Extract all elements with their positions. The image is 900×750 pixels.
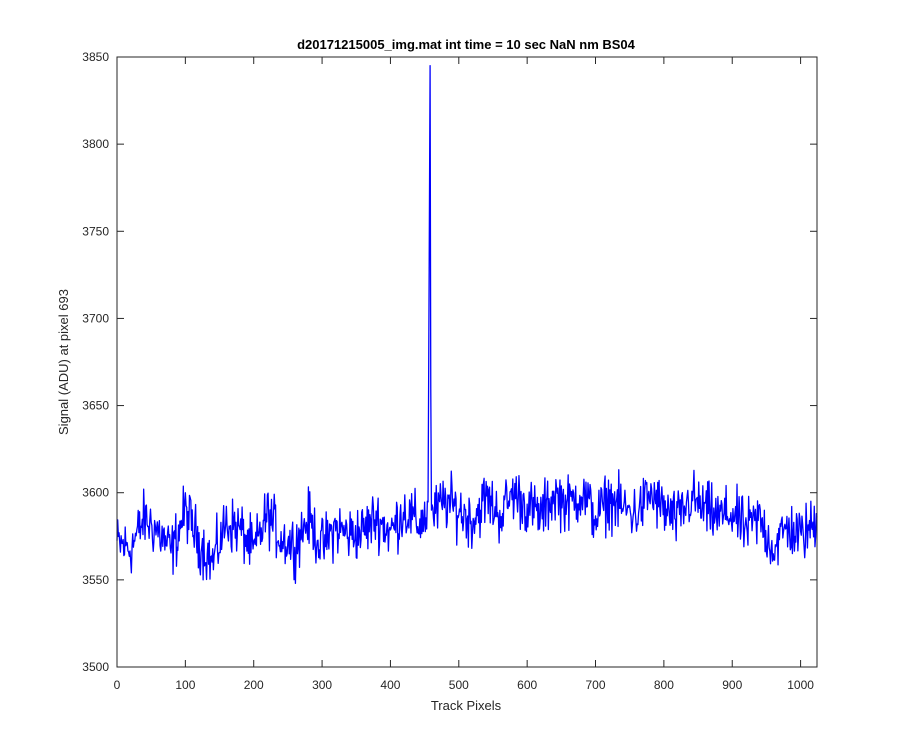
y-tick-label: 3500 <box>82 660 109 674</box>
tick-labels: 0 100 200 300 400 500 600 700 800 900 1000 3500 3550… <box>82 50 814 692</box>
x-tick-label: 100 <box>175 678 195 692</box>
y-tick-label: 3550 <box>82 573 109 587</box>
y-tick-label: 3800 <box>82 137 109 151</box>
x-tick-label: 900 <box>722 678 742 692</box>
y-tick-label: 3750 <box>82 224 109 238</box>
y-tick-label: 3850 <box>82 50 109 64</box>
signal-series-line <box>116 65 818 584</box>
plot-area <box>117 57 817 667</box>
x-tick-label: 200 <box>244 678 264 692</box>
y-tick-label: 3700 <box>82 311 109 325</box>
x-axis-label: Track Pixels <box>431 698 502 713</box>
x-tick-label: 0 <box>114 678 121 692</box>
y-axis-label: Signal (ADU) at pixel 693 <box>56 289 71 435</box>
x-tick-label: 400 <box>380 678 400 692</box>
x-tick-label: 300 <box>312 678 332 692</box>
x-tick-label: 700 <box>586 678 606 692</box>
plot-frame <box>116 56 818 668</box>
x-tick-label: 500 <box>449 678 469 692</box>
x-tick-label: 600 <box>517 678 537 692</box>
x-tick-label: 800 <box>654 678 674 692</box>
y-tick-label: 3600 <box>82 486 109 500</box>
chart-title: d20171215005_img.mat int time = 10 sec N… <box>297 37 636 52</box>
y-tick-label: 3650 <box>82 399 109 413</box>
x-tick-label: 1000 <box>787 678 814 692</box>
